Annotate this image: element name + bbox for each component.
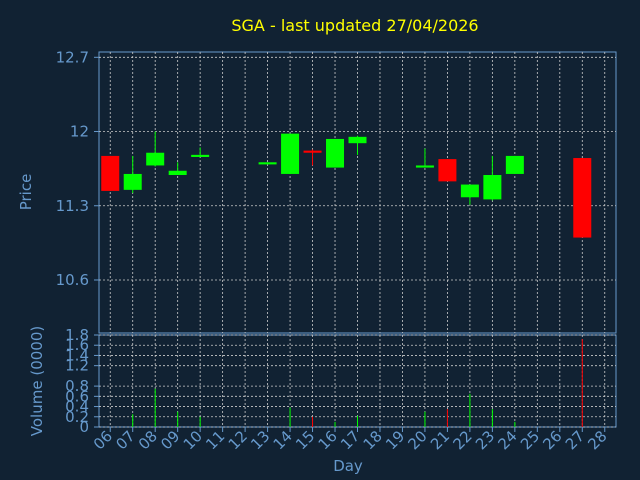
candle-body — [460, 184, 479, 198]
candle-14 — [281, 133, 300, 174]
candle-body — [348, 136, 367, 144]
price-tick-label: 12 — [70, 123, 89, 141]
price-tick-label: 10.6 — [56, 271, 89, 289]
price-candles — [101, 131, 592, 238]
candle-09 — [168, 162, 187, 176]
candle-body — [573, 158, 592, 238]
volume-axis-label: Volume (0000) — [28, 326, 46, 436]
candle-22 — [460, 184, 479, 205]
volume-tick-label: 0.2 — [65, 408, 89, 426]
candle-20 — [415, 148, 434, 168]
candle-10 — [191, 147, 210, 157]
candle-15 — [303, 149, 322, 166]
candle-body — [281, 133, 300, 174]
candle-body — [168, 170, 187, 176]
candle-24 — [505, 155, 524, 174]
volume-tick-label: 0.4 — [65, 398, 89, 416]
candle-23 — [483, 155, 502, 201]
price-gridlines — [98, 51, 617, 334]
candle-16 — [326, 138, 345, 168]
volume-tick-label: 0.6 — [65, 387, 89, 405]
volume-tick-label: 1.4 — [65, 346, 89, 364]
candle-body — [303, 150, 322, 153]
candle-07 — [123, 155, 142, 194]
volume-tick-label: 0.8 — [65, 377, 89, 395]
candle-06 — [101, 155, 120, 191]
volume-gridlines — [98, 334, 617, 428]
candle-27 — [573, 158, 592, 238]
volume-bars — [132, 339, 583, 427]
candle-08 — [146, 131, 165, 167]
price-y-axis-ticks: 10.6 11.3 12 12.7 — [56, 48, 99, 289]
candle-body — [191, 154, 210, 157]
candle-13 — [258, 162, 277, 165]
candle-body — [258, 162, 277, 165]
price-tick-label: 11.3 — [56, 197, 89, 215]
price-axis-label: Price — [17, 174, 35, 211]
candle-body — [123, 173, 142, 190]
candle-body — [438, 159, 457, 182]
candle-body — [101, 155, 120, 191]
volume-tick-label: 1.2 — [65, 357, 89, 375]
candle-body — [483, 175, 502, 200]
candle-21 — [438, 159, 457, 182]
candle-17 — [348, 135, 367, 155]
candle-body — [326, 138, 345, 168]
volume-tick-label: 0 — [79, 418, 89, 436]
candle-body — [146, 152, 165, 166]
day-axis-label: Day — [333, 457, 363, 475]
volume-tick-label: 1.8 — [65, 326, 89, 344]
day-axis-ticks: 0607080910111213141516171819202122232425… — [90, 427, 611, 453]
price-tick-label: 12.7 — [56, 48, 89, 66]
volume-y-axis-ticks: 00.20.40.60.8 1.21.41.61.8 — [65, 326, 99, 436]
chart-title: SGA - last updated 27/04/2026 — [231, 16, 478, 35]
candle-body — [415, 165, 434, 168]
day-tick-label: 28 — [584, 427, 610, 453]
volume-tick-label: 1.6 — [65, 336, 89, 354]
candle-body — [505, 155, 524, 174]
